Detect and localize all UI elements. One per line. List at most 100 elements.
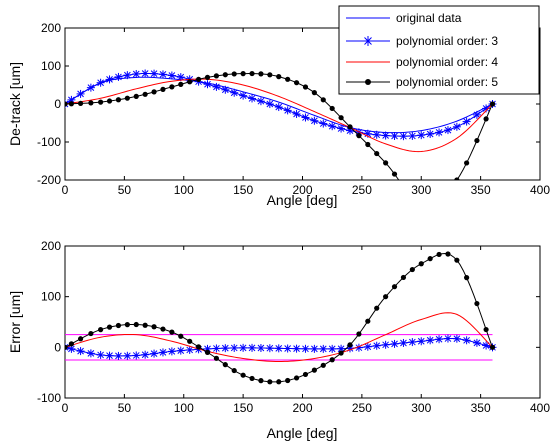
top-x-tick-label: 350 — [471, 183, 491, 197]
top-point-polynomial-order-5 — [88, 100, 94, 106]
bottom-point-series-3 — [474, 300, 480, 307]
top-point-polynomial-order-5 — [98, 99, 104, 105]
bottom-plot-series — [65, 251, 497, 385]
legend: original data polynomial order: 3 polyno… — [338, 5, 540, 95]
top-point-polynomial-order-5 — [133, 93, 139, 99]
bottom-point-series-1 — [482, 341, 491, 350]
bottom-point-series-1 — [65, 343, 69, 352]
top-point-polynomial-order-3 — [212, 82, 221, 91]
top-point-polynomial-order-5 — [285, 76, 291, 82]
top-plot-y-ticks: -200 -100 0 100 200 — [37, 21, 540, 187]
bottom-y-tick-label: 200 — [41, 239, 61, 253]
bottom-point-series-1 — [435, 335, 444, 344]
top-point-polynomial-order-3 — [141, 69, 150, 78]
bottom-point-series-1 — [96, 350, 105, 359]
top-point-polynomial-order-3 — [239, 91, 248, 100]
top-plot-xlabel: Angle [deg] — [267, 192, 338, 208]
top-point-polynomial-order-5 — [293, 80, 300, 86]
top-point-polynomial-order-3 — [114, 72, 123, 81]
top-point-polynomial-order-3 — [372, 130, 381, 139]
bottom-point-series-1 — [452, 334, 461, 343]
bottom-point-series-3 — [427, 256, 433, 262]
bottom-point-series-1 — [265, 344, 274, 353]
top-point-polynomial-order-3 — [337, 124, 346, 133]
bottom-point-series-1 — [114, 351, 123, 360]
bottom-point-series-3 — [133, 321, 139, 328]
bottom-point-series-3 — [356, 331, 362, 337]
top-point-polynomial-order-5 — [160, 86, 166, 92]
bottom-point-series-3 — [98, 327, 104, 333]
bottom-y-tick-label: -100 — [37, 391, 61, 405]
top-point-polynomial-order-3 — [435, 128, 444, 137]
top-line-polynomial-order-4 — [65, 78, 493, 153]
top-point-polynomial-order-5 — [302, 84, 309, 90]
top-point-polynomial-order-5 — [222, 72, 228, 78]
bottom-point-series-3 — [124, 322, 130, 328]
bottom-point-series-1 — [399, 338, 408, 347]
bottom-point-series-1 — [472, 338, 481, 347]
bottom-point-series-3 — [285, 377, 291, 384]
bottom-point-series-1 — [239, 343, 248, 352]
bottom-point-series-1 — [381, 340, 390, 349]
bottom-point-series-3 — [347, 342, 353, 348]
bottom-point-series-1 — [319, 344, 328, 353]
legend-label-polynomial-order-3: polynomial order: 3 — [396, 34, 498, 48]
top-x-tick-label: 50 — [118, 183, 132, 197]
top-point-polynomial-order-5 — [329, 105, 335, 112]
top-y-tick-label: 100 — [41, 59, 61, 73]
top-point-polynomial-order-5 — [169, 84, 175, 90]
top-point-polynomial-order-3 — [301, 113, 310, 122]
top-point-polynomial-order-5 — [258, 71, 264, 77]
top-point-polynomial-order-5 — [347, 124, 353, 130]
bottom-point-series-3 — [374, 305, 380, 311]
bottom-point-series-3 — [409, 266, 415, 273]
top-point-polynomial-order-5 — [77, 100, 84, 107]
top-x-tick-label: 150 — [233, 183, 253, 197]
bottom-plot-x-ticks: 0 50 100 150 200 250 300 350 400 — [62, 246, 550, 415]
bottom-series-clip — [65, 251, 497, 385]
top-point-polynomial-order-3 — [328, 122, 337, 131]
bottom-x-tick-label: 300 — [411, 401, 431, 415]
top-point-polynomial-order-5 — [474, 137, 480, 144]
top-point-polynomial-order-3 — [105, 75, 114, 84]
top-point-polynomial-order-5 — [240, 71, 246, 77]
top-point-polynomial-order-5 — [106, 98, 113, 104]
top-point-polynomial-order-5 — [115, 97, 122, 103]
top-point-polynomial-order-3 — [390, 132, 399, 141]
bottom-point-series-3 — [231, 367, 237, 374]
bottom-x-tick-label: 150 — [233, 401, 253, 415]
top-point-polynomial-order-3 — [76, 89, 85, 98]
top-point-polynomial-order-3 — [426, 129, 435, 138]
legend-entry-original-data: original data — [346, 11, 462, 25]
top-point-polynomial-order-3 — [310, 116, 319, 125]
top-point-polynomial-order-5 — [338, 115, 344, 121]
bottom-point-series-1 — [256, 343, 265, 352]
bottom-point-series-1 — [123, 351, 132, 360]
top-point-polynomial-order-5 — [356, 133, 362, 139]
bottom-point-series-1 — [105, 351, 114, 360]
bottom-point-series-3 — [489, 344, 496, 350]
top-x-tick-label: 100 — [174, 183, 194, 197]
bottom-point-series-3 — [436, 251, 442, 258]
bottom-point-series-3 — [160, 326, 166, 332]
top-point-polynomial-order-3 — [123, 71, 132, 80]
bottom-point-series-3 — [142, 322, 148, 328]
bottom-x-tick-label: 200 — [292, 401, 312, 415]
top-plot-x-ticks: 0 50 100 150 200 250 300 350 400 — [62, 28, 550, 197]
bottom-plot-area — [64, 245, 541, 399]
top-point-polynomial-order-3 — [319, 119, 328, 128]
bottom-point-series-1 — [408, 338, 417, 347]
bottom-point-series-3 — [293, 375, 300, 381]
top-plot-series — [65, 69, 497, 180]
bottom-plot-xlabel: Angle [deg] — [267, 425, 338, 441]
bottom-point-series-3 — [311, 367, 317, 373]
top-point-polynomial-order-3 — [248, 94, 257, 103]
top-point-polynomial-order-5 — [124, 95, 130, 101]
bottom-point-series-3 — [213, 355, 220, 361]
top-y-tick-label: -200 — [37, 173, 61, 187]
bottom-point-series-3 — [187, 338, 193, 344]
top-point-polynomial-order-5 — [383, 160, 389, 166]
top-point-polynomial-order-3 — [132, 69, 141, 78]
bottom-point-series-3 — [249, 375, 255, 382]
bottom-point-series-3 — [338, 350, 344, 356]
